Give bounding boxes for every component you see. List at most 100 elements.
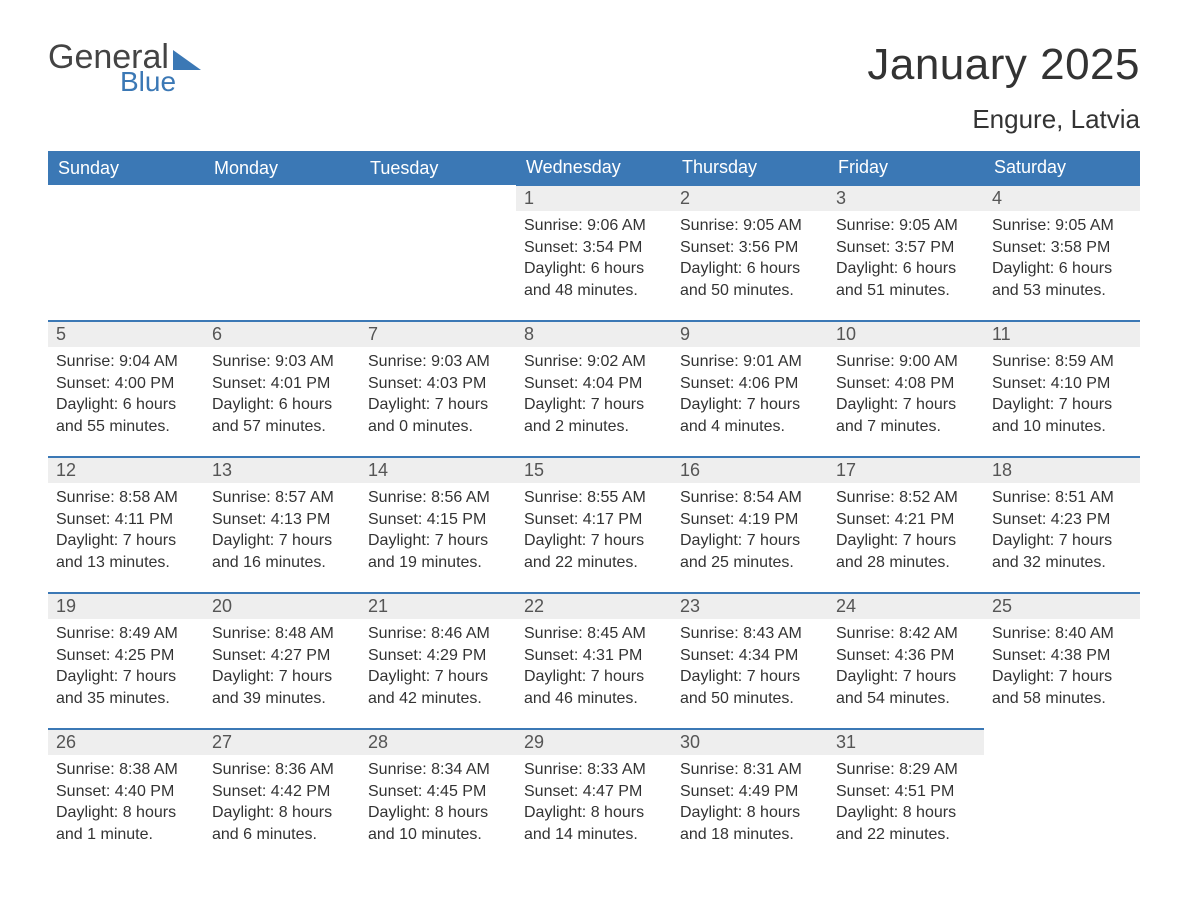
day-empty xyxy=(204,185,360,211)
sunrise-line: Sunrise: 8:40 AM xyxy=(992,623,1132,645)
daylight-line: Daylight: 6 hours and 57 minutes. xyxy=(212,394,352,437)
sunset-line: Sunset: 4:34 PM xyxy=(680,645,820,667)
daylight-line: Daylight: 6 hours and 55 minutes. xyxy=(56,394,196,437)
sunset-line: Sunset: 4:42 PM xyxy=(212,781,352,803)
sunrise-line: Sunrise: 8:55 AM xyxy=(524,487,664,509)
daylight-line: Daylight: 7 hours and 22 minutes. xyxy=(524,530,664,573)
day-number: 1 xyxy=(516,185,672,211)
sunrise-line: Sunrise: 8:36 AM xyxy=(212,759,352,781)
day-number: 23 xyxy=(672,593,828,619)
sunset-line: Sunset: 4:04 PM xyxy=(524,373,664,395)
day-number: 27 xyxy=(204,729,360,755)
sunrise-line: Sunrise: 8:43 AM xyxy=(680,623,820,645)
daylight-line: Daylight: 6 hours and 50 minutes. xyxy=(680,258,820,301)
day-cell: Sunrise: 8:29 AMSunset: 4:51 PMDaylight:… xyxy=(828,755,984,865)
daylight-line: Daylight: 8 hours and 6 minutes. xyxy=(212,802,352,845)
day-number: 10 xyxy=(828,321,984,347)
day-number: 7 xyxy=(360,321,516,347)
day-cell: Sunrise: 8:42 AMSunset: 4:36 PMDaylight:… xyxy=(828,619,984,729)
logo-sail-icon xyxy=(173,50,201,70)
title-block: January 2025 Engure, Latvia xyxy=(867,40,1140,135)
day-cell: Sunrise: 9:03 AMSunset: 4:01 PMDaylight:… xyxy=(204,347,360,457)
sunrise-line: Sunrise: 8:34 AM xyxy=(368,759,508,781)
daylight-line: Daylight: 8 hours and 14 minutes. xyxy=(524,802,664,845)
header: General Blue January 2025 Engure, Latvia xyxy=(48,40,1140,135)
weekday-header: Saturday xyxy=(984,151,1140,185)
sunset-line: Sunset: 4:27 PM xyxy=(212,645,352,667)
day-empty xyxy=(984,755,1140,865)
daylight-line: Daylight: 8 hours and 18 minutes. xyxy=(680,802,820,845)
day-number: 20 xyxy=(204,593,360,619)
day-cell: Sunrise: 9:06 AMSunset: 3:54 PMDaylight:… xyxy=(516,211,672,321)
sunset-line: Sunset: 4:47 PM xyxy=(524,781,664,803)
sunrise-line: Sunrise: 8:46 AM xyxy=(368,623,508,645)
day-cell: Sunrise: 9:02 AMSunset: 4:04 PMDaylight:… xyxy=(516,347,672,457)
sunrise-line: Sunrise: 8:57 AM xyxy=(212,487,352,509)
sunrise-line: Sunrise: 8:49 AM xyxy=(56,623,196,645)
sunrise-line: Sunrise: 9:05 AM xyxy=(836,215,976,237)
sunrise-line: Sunrise: 8:33 AM xyxy=(524,759,664,781)
sunset-line: Sunset: 4:23 PM xyxy=(992,509,1132,531)
day-number: 21 xyxy=(360,593,516,619)
day-cell: Sunrise: 8:51 AMSunset: 4:23 PMDaylight:… xyxy=(984,483,1140,593)
day-number: 30 xyxy=(672,729,828,755)
day-cell: Sunrise: 8:58 AMSunset: 4:11 PMDaylight:… xyxy=(48,483,204,593)
day-cell: Sunrise: 8:59 AMSunset: 4:10 PMDaylight:… xyxy=(984,347,1140,457)
day-cell: Sunrise: 8:45 AMSunset: 4:31 PMDaylight:… xyxy=(516,619,672,729)
day-number: 26 xyxy=(48,729,204,755)
day-cell: Sunrise: 8:46 AMSunset: 4:29 PMDaylight:… xyxy=(360,619,516,729)
day-cell: Sunrise: 9:05 AMSunset: 3:56 PMDaylight:… xyxy=(672,211,828,321)
day-cell: Sunrise: 8:34 AMSunset: 4:45 PMDaylight:… xyxy=(360,755,516,865)
day-number: 31 xyxy=(828,729,984,755)
daylight-line: Daylight: 7 hours and 0 minutes. xyxy=(368,394,508,437)
sunset-line: Sunset: 4:38 PM xyxy=(992,645,1132,667)
sunrise-line: Sunrise: 9:03 AM xyxy=(368,351,508,373)
sunrise-line: Sunrise: 9:00 AM xyxy=(836,351,976,373)
daylight-line: Daylight: 6 hours and 51 minutes. xyxy=(836,258,976,301)
daylight-line: Daylight: 7 hours and 2 minutes. xyxy=(524,394,664,437)
weekday-header: Monday xyxy=(204,151,360,185)
day-cell: Sunrise: 8:49 AMSunset: 4:25 PMDaylight:… xyxy=(48,619,204,729)
day-number: 19 xyxy=(48,593,204,619)
day-cell: Sunrise: 9:01 AMSunset: 4:06 PMDaylight:… xyxy=(672,347,828,457)
day-number: 13 xyxy=(204,457,360,483)
sunset-line: Sunset: 4:36 PM xyxy=(836,645,976,667)
day-number: 5 xyxy=(48,321,204,347)
daylight-line: Daylight: 7 hours and 54 minutes. xyxy=(836,666,976,709)
day-number: 28 xyxy=(360,729,516,755)
sunrise-line: Sunrise: 8:59 AM xyxy=(992,351,1132,373)
logo: General Blue xyxy=(48,40,201,96)
day-number: 29 xyxy=(516,729,672,755)
sunset-line: Sunset: 4:40 PM xyxy=(56,781,196,803)
sunrise-line: Sunrise: 8:42 AM xyxy=(836,623,976,645)
daylight-line: Daylight: 6 hours and 48 minutes. xyxy=(524,258,664,301)
daylight-line: Daylight: 6 hours and 53 minutes. xyxy=(992,258,1132,301)
sunset-line: Sunset: 4:49 PM xyxy=(680,781,820,803)
day-number: 25 xyxy=(984,593,1140,619)
day-number: 22 xyxy=(516,593,672,619)
weekday-header: Friday xyxy=(828,151,984,185)
daylight-line: Daylight: 7 hours and 32 minutes. xyxy=(992,530,1132,573)
day-number: 16 xyxy=(672,457,828,483)
calendar-head: SundayMondayTuesdayWednesdayThursdayFrid… xyxy=(48,151,1140,185)
weekday-header: Tuesday xyxy=(360,151,516,185)
day-cell: Sunrise: 8:52 AMSunset: 4:21 PMDaylight:… xyxy=(828,483,984,593)
day-cell: Sunrise: 9:03 AMSunset: 4:03 PMDaylight:… xyxy=(360,347,516,457)
day-empty xyxy=(48,185,204,211)
sunset-line: Sunset: 4:13 PM xyxy=(212,509,352,531)
daylight-line: Daylight: 7 hours and 4 minutes. xyxy=(680,394,820,437)
sunset-line: Sunset: 4:11 PM xyxy=(56,509,196,531)
daylight-line: Daylight: 8 hours and 1 minute. xyxy=(56,802,196,845)
sunset-line: Sunset: 4:17 PM xyxy=(524,509,664,531)
weekday-header: Wednesday xyxy=(516,151,672,185)
day-cell: Sunrise: 9:05 AMSunset: 3:58 PMDaylight:… xyxy=(984,211,1140,321)
sunrise-line: Sunrise: 8:54 AM xyxy=(680,487,820,509)
day-number: 15 xyxy=(516,457,672,483)
day-cell: Sunrise: 8:38 AMSunset: 4:40 PMDaylight:… xyxy=(48,755,204,865)
day-number: 4 xyxy=(984,185,1140,211)
day-number: 18 xyxy=(984,457,1140,483)
sunrise-line: Sunrise: 8:56 AM xyxy=(368,487,508,509)
day-number: 12 xyxy=(48,457,204,483)
day-number: 17 xyxy=(828,457,984,483)
sunset-line: Sunset: 3:54 PM xyxy=(524,237,664,259)
